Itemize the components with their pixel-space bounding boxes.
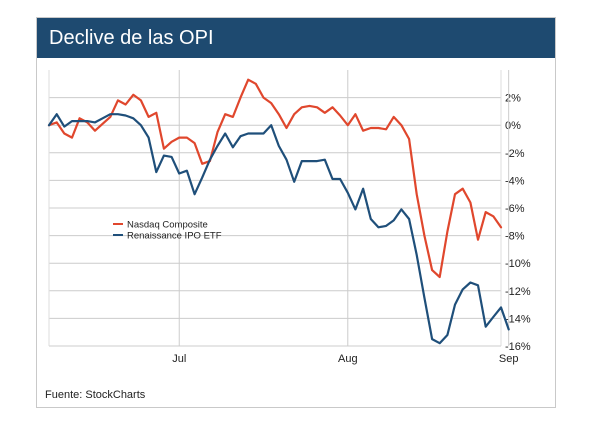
line-chart: 2% 0% -2% -4% -6% -8% -10% -12% -14% -16% Jul Aug Se… xyxy=(47,70,531,365)
title-bar: Declive de las OPI xyxy=(37,18,555,58)
y-tick-label: -12% xyxy=(505,286,531,298)
legend-label: Renaissance IPO ETF xyxy=(127,231,222,242)
y-tick-label: -4% xyxy=(505,175,525,187)
series-line-ipo-etf xyxy=(47,113,510,345)
y-tick-label: 0% xyxy=(505,120,521,132)
series-line-nasdaq xyxy=(47,78,503,279)
y-tick-label: -16% xyxy=(505,341,531,353)
chart-card: Declive de las OPI 2% 0% -2% -4% -6% -8% -10% -… xyxy=(36,17,556,408)
y-tick-label: -6% xyxy=(505,203,525,215)
legend-label: Nasdaq Composite xyxy=(127,220,208,231)
chart-title: Declive de las OPI xyxy=(49,27,214,49)
y-tick-label: -10% xyxy=(505,258,531,270)
y-tick-label: -2% xyxy=(505,148,525,160)
x-tick-label: Aug xyxy=(338,353,358,365)
y-tick-label: -8% xyxy=(505,231,525,243)
x-tick-label: Sep xyxy=(499,353,519,365)
y-tick-label: -14% xyxy=(505,313,531,325)
x-tick-label: Jul xyxy=(172,353,186,365)
source-note: Fuente: StockCharts xyxy=(45,389,146,401)
y-tick-label: 2% xyxy=(505,93,521,105)
